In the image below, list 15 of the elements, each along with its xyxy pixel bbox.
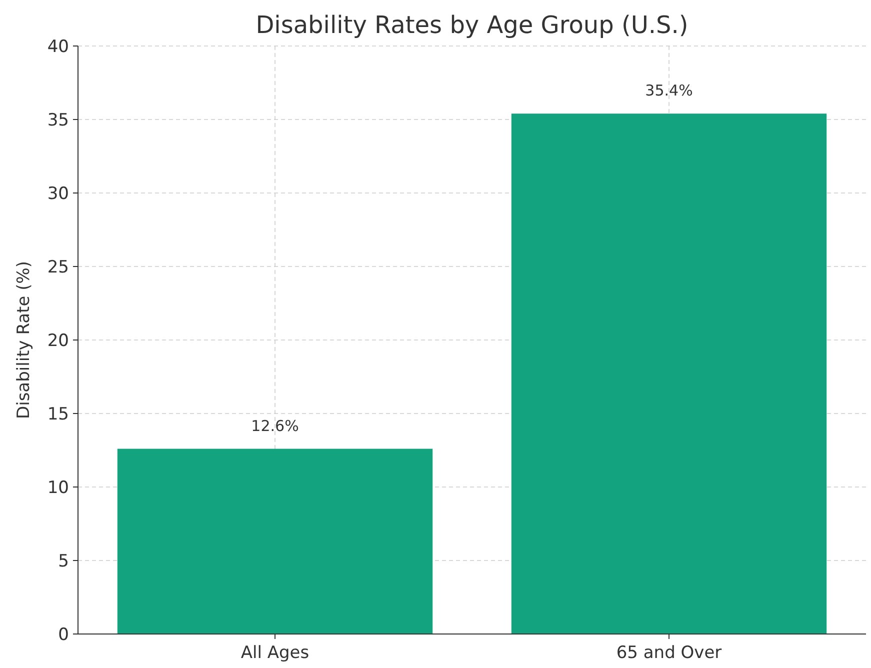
y-axis-title: Disability Rate (%) (14, 261, 34, 419)
y-tick-label: 15 (47, 404, 69, 424)
x-tick-label: All Ages (240, 643, 310, 663)
data-label: 35.4% (645, 82, 693, 100)
y-tick-label: 10 (47, 478, 69, 498)
y-tick-label: 25 (47, 257, 69, 278)
y-tick-label: 5 (58, 551, 69, 572)
y-tick-label: 35 (47, 110, 69, 130)
y-tick-label: 40 (47, 36, 69, 57)
y-tick-label: 0 (58, 624, 69, 645)
x-tick-label: 65 and Over (616, 643, 722, 663)
y-tick-label: 20 (47, 330, 69, 351)
y-tick-label: 30 (47, 184, 69, 204)
chart-title: Disability Rates by Age Group (U.S.) (256, 11, 688, 39)
data-label: 12.6% (251, 416, 299, 435)
